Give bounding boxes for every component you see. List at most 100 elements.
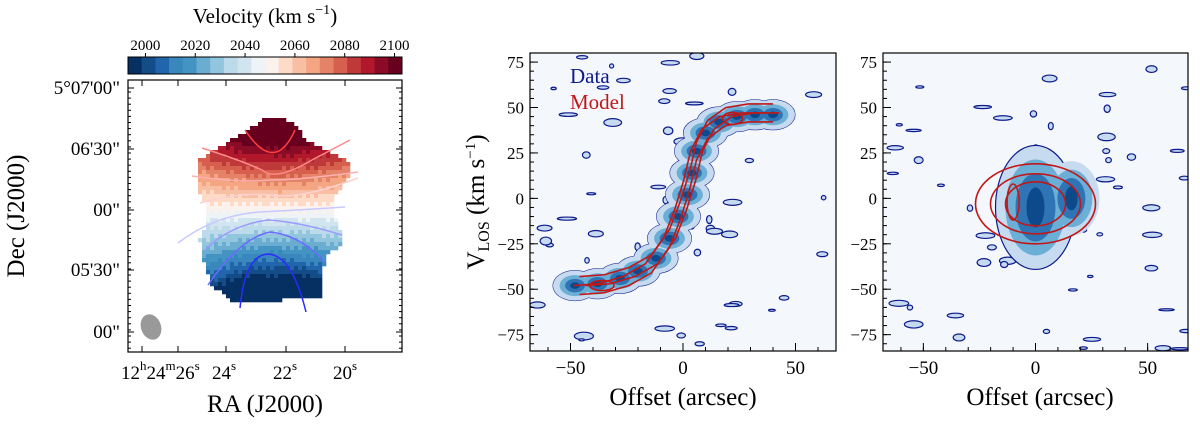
velocity-pixel xyxy=(338,166,343,171)
velocity-pixel xyxy=(238,290,243,295)
velocity-pixel xyxy=(270,142,275,147)
model-contour xyxy=(579,121,773,296)
data-contour-noise xyxy=(693,248,702,257)
velocity-pixel xyxy=(274,298,279,303)
velocity-pixel xyxy=(266,154,271,159)
velocity-pixel xyxy=(234,286,239,291)
velocity-pixel xyxy=(282,138,287,143)
velocity-pixel xyxy=(202,230,207,235)
data-contour-noise xyxy=(767,308,776,312)
velocity-pixel xyxy=(286,190,291,195)
velocity-pixel xyxy=(266,226,271,231)
velocity-pixel xyxy=(282,210,287,215)
velocity-pixel xyxy=(314,190,319,195)
velocity-pixel xyxy=(262,234,267,239)
ra-tick-label: 20s xyxy=(333,358,357,384)
velocity-pixel xyxy=(318,258,323,263)
velocity-pixel xyxy=(238,242,243,247)
velocity-pixel xyxy=(306,294,311,299)
velocity-pixel xyxy=(266,246,271,251)
velocity-pixel xyxy=(310,294,315,299)
velocity-pixel xyxy=(294,270,299,275)
velocity-pixel xyxy=(222,278,227,283)
velocity-pixel xyxy=(274,262,279,267)
velocity-pixel xyxy=(234,262,239,267)
x-tick-label: −50 xyxy=(909,358,939,379)
velocity-pixel xyxy=(222,154,227,159)
data-contour-noise xyxy=(676,332,687,339)
velocity-pixel xyxy=(278,122,283,127)
velocity-pixel xyxy=(262,130,267,135)
velocity-pixel xyxy=(282,266,287,271)
velocity-pixel xyxy=(238,278,243,283)
velocity-pixel xyxy=(310,146,315,151)
velocity-pixel xyxy=(278,190,283,195)
velocity-pixel xyxy=(226,246,231,251)
velocity-pixel xyxy=(246,298,251,303)
velocity-pixel xyxy=(330,182,335,187)
velocity-pixel xyxy=(258,246,263,251)
velocity-pixel xyxy=(258,142,263,147)
velocity-pixel xyxy=(274,266,279,271)
model-contour xyxy=(585,112,779,287)
velocity-pixel xyxy=(254,258,259,263)
velocity-pixel xyxy=(282,186,287,191)
velocity-pixel xyxy=(306,254,311,259)
velocity-pixel xyxy=(214,226,219,231)
velocity-pixel xyxy=(290,286,295,291)
velocity-pixel xyxy=(214,210,219,215)
velocity-pixel xyxy=(234,274,239,279)
velocity-pixel xyxy=(334,242,339,247)
data-contour-noise xyxy=(1095,176,1116,183)
velocity-pixel xyxy=(214,186,219,191)
isovelocity-contour xyxy=(239,253,307,313)
velocity-pixel xyxy=(290,222,295,227)
velocity-pixel xyxy=(262,182,267,187)
velocity-pixel xyxy=(294,158,299,163)
velocity-pixel xyxy=(230,262,235,267)
velocity-pixel xyxy=(206,250,211,255)
velocity-pixel xyxy=(294,162,299,167)
velocity-pixel xyxy=(286,258,291,263)
velocity-pixel xyxy=(334,218,339,223)
velocity-pixel xyxy=(298,146,303,151)
velocity-pixel xyxy=(322,166,327,171)
velocity-pixel xyxy=(266,130,271,135)
velocity-pixel xyxy=(330,178,335,183)
velocity-pixel xyxy=(298,254,303,259)
velocity-pixel xyxy=(306,174,311,179)
velocity-pixel xyxy=(234,154,239,159)
velocity-pixel xyxy=(250,286,255,291)
velocity-pixel xyxy=(334,230,339,235)
ra-unit: m xyxy=(166,358,176,373)
velocity-pixel xyxy=(234,238,239,243)
velocity-pixel xyxy=(218,238,223,243)
velocity-pixel xyxy=(202,254,207,259)
velocity-pixel xyxy=(238,262,243,267)
velocity-pixel xyxy=(266,298,271,303)
velocity-pixel xyxy=(286,286,291,291)
velocity-pixel xyxy=(214,190,219,195)
velocity-pixel xyxy=(314,170,319,175)
velocity-pixel xyxy=(270,122,275,127)
velocity-pixel xyxy=(278,158,283,163)
velocity-pixel xyxy=(258,270,263,275)
velocity-pixel xyxy=(278,134,283,139)
velocity-pixel xyxy=(294,254,299,259)
velocity-pixel xyxy=(294,182,299,187)
data-contour-noise xyxy=(1144,264,1159,272)
data-contour-noise xyxy=(662,88,677,95)
velocity-pixel xyxy=(246,154,251,159)
ra-unit: s xyxy=(352,358,357,373)
velocity-pixel xyxy=(306,150,311,155)
velocity-pixel xyxy=(246,214,251,219)
velocity-pixel xyxy=(310,266,315,271)
velocity-pixel xyxy=(298,198,303,203)
data-contour-noise xyxy=(975,232,996,240)
velocity-pixel xyxy=(322,186,327,191)
velocity-pixel xyxy=(314,234,319,239)
velocity-pixel xyxy=(266,146,271,151)
velocity-pixel xyxy=(306,226,311,231)
velocity-pixel xyxy=(298,286,303,291)
velocity-pixel xyxy=(298,206,303,211)
